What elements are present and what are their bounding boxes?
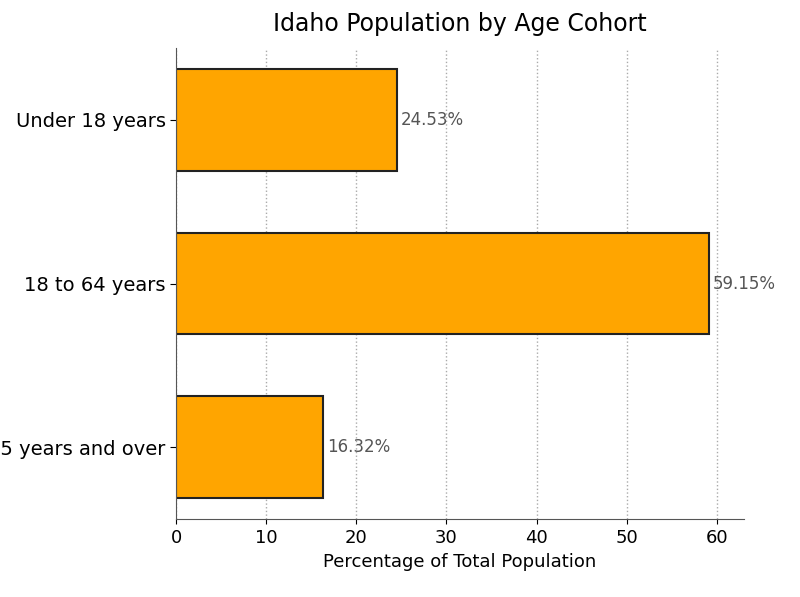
- Title: Idaho Population by Age Cohort: Idaho Population by Age Cohort: [273, 12, 647, 36]
- Text: 16.32%: 16.32%: [326, 438, 390, 456]
- Bar: [176, 233, 710, 334]
- Text: 59.15%: 59.15%: [713, 275, 776, 293]
- Text: 24.53%: 24.53%: [401, 111, 464, 129]
- Bar: [176, 396, 323, 498]
- Bar: [176, 69, 397, 171]
- X-axis label: Percentage of Total Population: Percentage of Total Population: [323, 553, 597, 571]
